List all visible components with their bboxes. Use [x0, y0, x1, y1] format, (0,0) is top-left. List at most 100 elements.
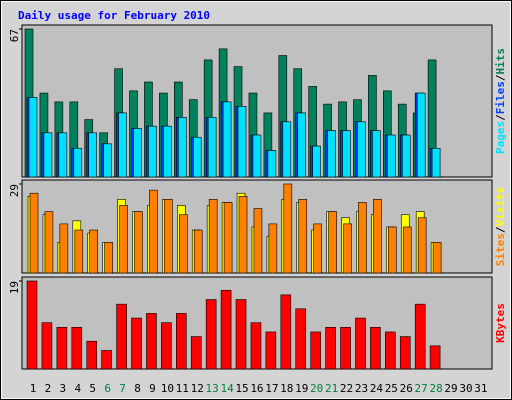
bar: [190, 336, 202, 370]
x-tick-label: 7: [119, 382, 126, 395]
bar: [179, 214, 188, 274]
bar: [388, 226, 397, 274]
x-tick-label: 26: [400, 382, 413, 395]
bar: [104, 242, 113, 274]
bar: [328, 211, 337, 274]
bar: [101, 350, 112, 370]
x-tick-label: 6: [104, 382, 111, 395]
bar: [192, 136, 202, 178]
bar: [250, 322, 262, 370]
bar: [119, 205, 128, 274]
bar: [89, 229, 99, 274]
bar: [417, 217, 427, 274]
bar: [222, 101, 232, 178]
bar: [44, 211, 54, 274]
x-tick-label: 13: [206, 382, 219, 395]
x-tick-label: 9: [149, 382, 156, 395]
bar: [414, 303, 426, 370]
bar: [340, 327, 351, 370]
bar: [298, 199, 308, 274]
y-tick-label: 29: [8, 184, 21, 197]
bar: [280, 294, 292, 370]
legend-entry: KBytes: [494, 303, 507, 343]
bar: [357, 121, 366, 178]
x-tick-label: 1: [30, 382, 37, 395]
x-tick-label: 22: [340, 382, 353, 395]
legend-entry: Files: [494, 81, 507, 114]
legend-separator: /: [494, 114, 507, 121]
bar: [193, 229, 203, 274]
bar: [312, 145, 321, 178]
bar: [295, 308, 307, 370]
bar: [402, 226, 412, 274]
legend-separator: /: [494, 226, 507, 233]
x-tick-label: 8: [134, 382, 141, 395]
x-tick-label: 29: [444, 382, 457, 395]
bar: [385, 331, 396, 370]
legend-separator: /: [494, 74, 507, 81]
bar: [238, 195, 248, 274]
bar: [118, 112, 127, 178]
bar: [73, 147, 83, 178]
bar: [313, 223, 322, 274]
bar: [29, 192, 39, 274]
y-tick-label: 67: [8, 29, 21, 42]
bar: [149, 189, 158, 274]
bar: [163, 125, 172, 178]
bar: [28, 97, 38, 178]
bar: [343, 223, 352, 274]
bar: [43, 132, 53, 178]
bar: [253, 208, 263, 274]
bar: [148, 125, 157, 178]
x-tick-label: 12: [191, 382, 204, 395]
legend: KBytes: [494, 303, 507, 343]
legend: Sites/Visits: [494, 187, 507, 267]
x-tick-label: 15: [235, 382, 248, 395]
bar: [282, 121, 292, 178]
y-tick-label: 19: [8, 281, 21, 294]
x-tick-label: 30: [459, 382, 472, 395]
bar: [358, 202, 367, 274]
bar: [88, 132, 98, 178]
x-tick-label: 20: [310, 382, 323, 395]
bar: [74, 229, 84, 274]
bar: [134, 211, 143, 274]
bar: [399, 336, 411, 370]
x-tick-label: 27: [415, 382, 428, 395]
x-tick-label: 25: [385, 382, 398, 395]
bar: [116, 303, 127, 370]
bar: [41, 322, 53, 370]
x-tick-label: 19: [295, 382, 308, 395]
bar: [205, 299, 217, 370]
x-tick-label: 16: [250, 382, 263, 395]
x-tick-label: 17: [265, 382, 278, 395]
legend: Pages/Files/Hits: [494, 48, 507, 154]
bar: [131, 317, 142, 370]
x-tick-label: 21: [325, 382, 338, 395]
x-tick-label: 11: [176, 382, 189, 395]
bar: [283, 183, 293, 274]
bar: [220, 289, 232, 370]
bar: [26, 280, 38, 370]
bar: [208, 199, 218, 274]
x-tick-label: 3: [60, 382, 67, 395]
bar: [71, 327, 83, 370]
legend-entry: Sites: [494, 233, 507, 266]
x-tick-label: 14: [220, 382, 234, 395]
bar: [401, 134, 411, 178]
x-tick-label: 31: [474, 382, 487, 395]
bar: [416, 92, 426, 178]
bar: [372, 130, 381, 178]
x-tick-label: 5: [89, 382, 96, 395]
bar: [387, 134, 396, 178]
bar: [252, 134, 262, 178]
x-tick-label: 4: [74, 382, 81, 395]
chart-title: Daily usage for February 2010: [18, 9, 210, 22]
bar: [265, 331, 277, 370]
legend-entry: Hits: [494, 48, 507, 75]
bar: [370, 327, 381, 370]
bar: [432, 242, 442, 274]
